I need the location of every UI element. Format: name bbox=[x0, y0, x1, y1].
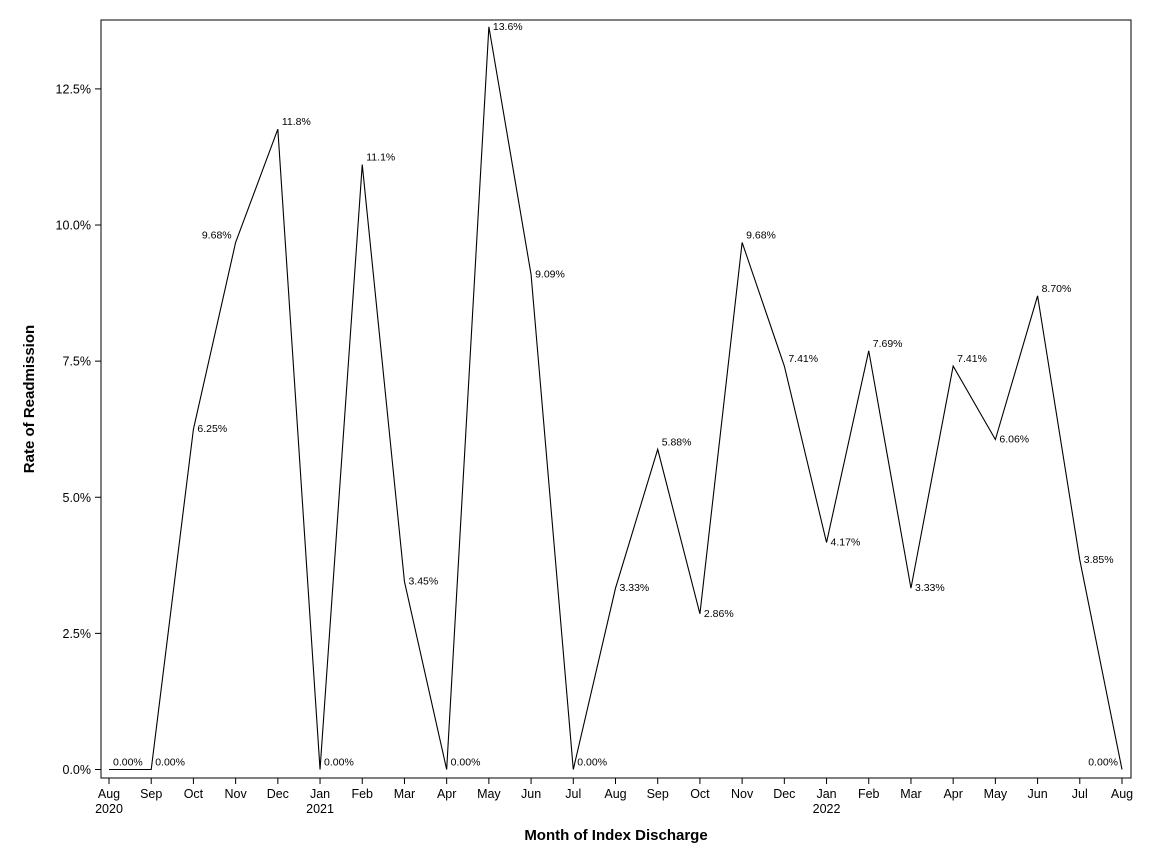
x-year-label: 2021 bbox=[306, 802, 334, 816]
series-line bbox=[109, 26, 1123, 771]
data-point-label: 11.1% bbox=[366, 152, 395, 164]
x-tick-label: Dec bbox=[773, 787, 795, 801]
y-tick-label: 0.0% bbox=[63, 763, 92, 777]
data-point-label: 0.00% bbox=[113, 757, 143, 769]
data-point-label: 7.41% bbox=[957, 353, 987, 365]
data-point-label: 0.00% bbox=[324, 757, 354, 769]
data-point-label: 8.70% bbox=[1042, 283, 1072, 295]
y-tick-label: 2.5% bbox=[63, 627, 92, 641]
data-point-label: 3.33% bbox=[915, 582, 945, 594]
y-tick-label: 10.0% bbox=[56, 219, 91, 233]
plot-frame bbox=[100, 19, 1132, 779]
x-tick-label: Aug bbox=[604, 787, 626, 801]
data-point-label: 9.09% bbox=[535, 269, 565, 281]
x-tick-label: Dec bbox=[267, 787, 289, 801]
y-tick-label: 12.5% bbox=[56, 82, 91, 96]
x-tick-label: Apr bbox=[943, 787, 962, 801]
data-point-label: 0.00% bbox=[451, 757, 481, 769]
x-tick-label: Oct bbox=[690, 787, 710, 801]
data-point-label: 3.33% bbox=[620, 582, 650, 594]
data-point-label: 7.69% bbox=[873, 338, 903, 350]
x-tick-label: Jun bbox=[1028, 787, 1048, 801]
x-tick-label: Apr bbox=[437, 787, 456, 801]
x-tick-label: Mar bbox=[394, 787, 416, 801]
x-tick-label: Jan bbox=[310, 787, 330, 801]
x-tick-label: Jul bbox=[565, 787, 581, 801]
x-tick-label: Mar bbox=[900, 787, 922, 801]
data-point-label: 0.00% bbox=[155, 757, 185, 769]
y-tick-label: 5.0% bbox=[63, 491, 92, 505]
x-tick-label: Feb bbox=[351, 787, 373, 801]
x-tick-label: Feb bbox=[858, 787, 880, 801]
data-point-label: 0.00% bbox=[577, 757, 607, 769]
x-tick-label: Nov bbox=[731, 787, 754, 801]
x-tick-label: May bbox=[984, 787, 1008, 801]
x-year-label: 2020 bbox=[95, 802, 123, 816]
data-point-label: 3.85% bbox=[1084, 554, 1114, 566]
data-point-label: 3.45% bbox=[408, 576, 438, 588]
x-tick-label: Oct bbox=[184, 787, 204, 801]
data-point-label: 11.8% bbox=[282, 116, 311, 128]
data-point-label: 7.41% bbox=[788, 353, 818, 365]
x-tick-label: Sep bbox=[140, 787, 162, 801]
x-tick-label: Aug bbox=[1111, 787, 1133, 801]
x-year-label: 2022 bbox=[813, 802, 841, 816]
x-tick-label: May bbox=[477, 787, 501, 801]
data-point-label: 13.6% bbox=[493, 21, 523, 33]
x-tick-label: Jan bbox=[816, 787, 836, 801]
x-axis-title: Month of Index Discharge bbox=[524, 827, 707, 844]
x-tick-label: Jun bbox=[521, 787, 541, 801]
x-tick-label: Nov bbox=[225, 787, 248, 801]
data-point-label: 9.68% bbox=[746, 229, 776, 241]
data-point-label: 9.68% bbox=[202, 229, 232, 241]
y-axis-title: Rate of Readmission bbox=[21, 325, 38, 473]
x-tick-label: Jul bbox=[1072, 787, 1088, 801]
data-point-label: 6.06% bbox=[999, 434, 1029, 446]
y-axis: 0.0% 2.5% 5.0% 7.5% 10.0% 12.5% bbox=[56, 82, 101, 777]
data-point-label: 5.88% bbox=[662, 436, 692, 448]
y-tick-label: 7.5% bbox=[63, 355, 92, 369]
data-point-label: 0.00% bbox=[1088, 757, 1118, 769]
series-layer bbox=[109, 26, 1123, 771]
data-labels: 0.00% 0.00% 6.25% 9.68% 11.8% 0.00% 11.1% 3.45%… bbox=[113, 21, 1118, 769]
data-point-label: 6.25% bbox=[197, 423, 227, 435]
x-tick-label: Sep bbox=[647, 787, 669, 801]
data-point-label: 4.17% bbox=[831, 536, 861, 548]
x-tick-label: Aug bbox=[98, 787, 120, 801]
data-point-label: 2.86% bbox=[704, 608, 734, 620]
